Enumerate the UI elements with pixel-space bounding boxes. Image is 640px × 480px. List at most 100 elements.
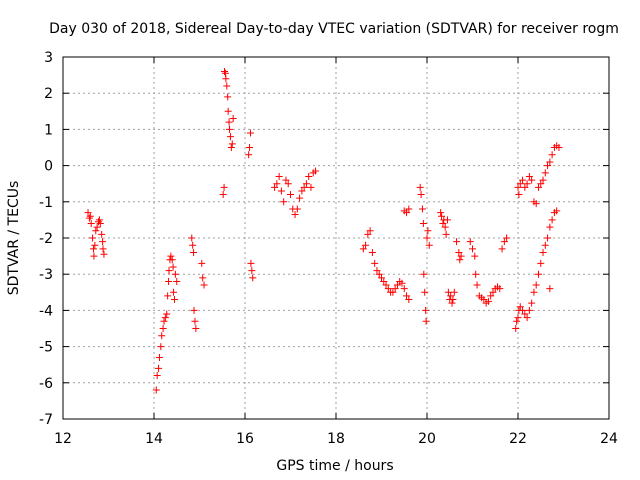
data-point-marker [99, 238, 107, 246]
data-point-marker [418, 205, 426, 213]
data-point-marker [307, 183, 315, 191]
data-point-marker [382, 281, 390, 289]
data-point-marker [94, 218, 102, 226]
data-point-marker [249, 274, 257, 282]
data-point-marker [300, 183, 308, 191]
data-point-marker [553, 207, 561, 215]
data-point-marker [190, 248, 198, 256]
data-point-marker [515, 191, 523, 199]
data-point-marker [539, 176, 547, 184]
data-point-marker [541, 169, 549, 177]
data-point-marker [158, 332, 166, 340]
data-point-marker [248, 267, 256, 275]
data-point-marker [439, 220, 447, 228]
data-point-marker [516, 180, 524, 188]
data-point-marker [544, 234, 552, 242]
data-point-marker [548, 216, 556, 224]
data-point-marker [500, 238, 508, 246]
data-point-marker [419, 220, 427, 228]
data-point-marker [471, 252, 479, 260]
data-point-marker [425, 241, 433, 249]
data-point-marker [420, 270, 428, 278]
data-point-marker [191, 317, 199, 325]
data-point-marker [189, 241, 197, 249]
data-point-marker [513, 317, 521, 325]
data-point-marker [541, 241, 549, 249]
data-point-marker [153, 372, 161, 380]
data-point-marker [525, 172, 533, 180]
data-point-marker [448, 299, 456, 307]
y-tick-label: -4 [39, 303, 53, 319]
data-point-marker [498, 245, 506, 253]
data-point-marker [521, 310, 529, 318]
data-point-marker [245, 151, 253, 159]
data-point-marker [362, 241, 370, 249]
data-point-marker [173, 277, 181, 285]
data-point-marker [223, 82, 231, 90]
data-point-marker [378, 274, 385, 282]
data-point-marker [169, 263, 177, 271]
data-point-marker [100, 250, 108, 258]
data-point-marker [403, 209, 411, 217]
data-point-marker [247, 259, 255, 267]
data-point-marker [287, 191, 294, 199]
data-point-marker [514, 183, 522, 191]
data-point-marker [199, 274, 207, 282]
data-point-marker [192, 325, 200, 332]
data-point-marker [280, 198, 288, 206]
data-point-marker [525, 306, 533, 314]
data-point-marker [441, 223, 449, 231]
data-point-marker [444, 288, 452, 296]
data-point-marker [546, 158, 554, 166]
data-point-marker [422, 306, 430, 314]
data-point-marker [384, 285, 392, 293]
data-point-marker [457, 252, 465, 260]
y-tick-label: -2 [39, 231, 53, 247]
data-point-marker [416, 183, 424, 191]
data-point-marker [496, 285, 504, 293]
data-point-marker [161, 314, 169, 322]
data-point-marker [371, 259, 379, 267]
data-point-marker [532, 200, 540, 208]
data-point-marker [512, 325, 520, 332]
data-point-marker [534, 270, 542, 278]
data-point-marker [227, 144, 235, 151]
data-point-marker [273, 180, 281, 188]
data-point-marker [302, 180, 310, 188]
data-point-marker [442, 230, 450, 238]
data-point-marker [519, 306, 527, 314]
data-point-marker [86, 212, 94, 220]
data-point-marker [275, 172, 283, 180]
data-point-marker [403, 292, 411, 300]
x-tick-label: 22 [509, 431, 527, 447]
data-point-marker [503, 234, 511, 242]
y-axis-label: SDTVAR / TECUs [6, 181, 22, 296]
data-point-marker [519, 176, 527, 184]
data-point-marker [380, 277, 388, 285]
data-point-marker [99, 245, 107, 253]
data-point-marker [398, 279, 406, 287]
data-point-marker [157, 343, 165, 351]
y-tick-label: -1 [39, 195, 53, 211]
data-point-marker [168, 256, 176, 264]
data-point-marker [516, 303, 524, 311]
data-point-marker [224, 107, 232, 115]
data-point-marker [417, 191, 425, 199]
data-point-marker [296, 194, 304, 202]
data-point-marker [447, 292, 455, 300]
data-point-marker [514, 314, 522, 322]
data-point-marker [537, 180, 545, 188]
data-point-marker [93, 223, 101, 231]
data-point-marker [537, 259, 545, 267]
data-points [84, 67, 563, 394]
data-point-marker [480, 296, 488, 304]
data-point-marker [437, 209, 445, 217]
data-point-marker [84, 209, 92, 217]
data-point-marker [277, 187, 285, 195]
data-point-marker [455, 248, 463, 256]
data-point-marker [368, 248, 376, 256]
y-axis: -7 -6 -5 -4 -3 -2 -1 0 1 2 3 [39, 50, 609, 428]
data-point-marker [284, 180, 292, 188]
data-point-marker [165, 277, 173, 285]
y-tick-label: 1 [44, 122, 53, 138]
